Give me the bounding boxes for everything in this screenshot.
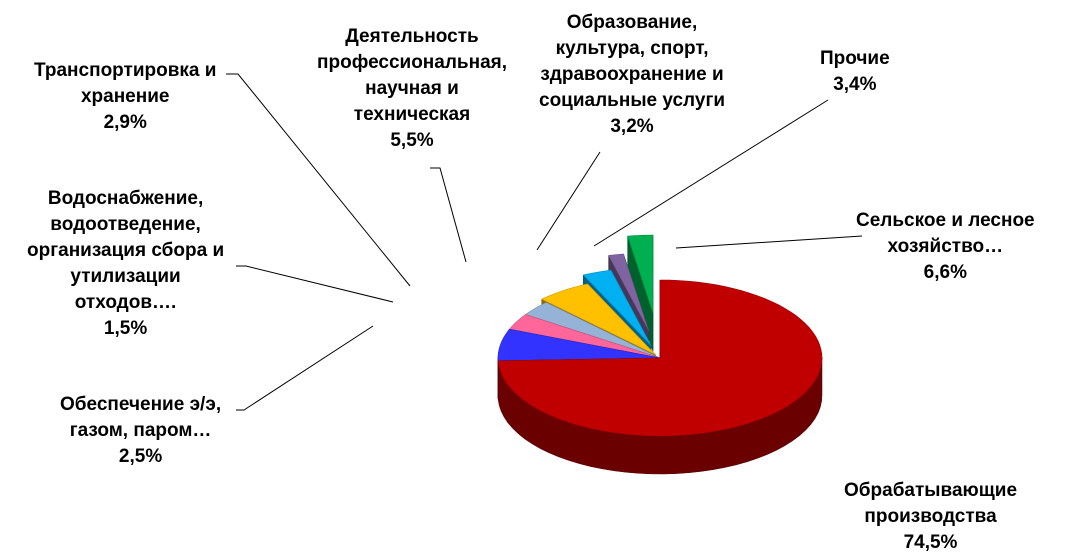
slice-name-line: научная и <box>365 78 459 99</box>
slice-top <box>497 279 823 437</box>
slice-value-label: 2,5% <box>118 446 163 467</box>
slice-name-line: здравоохранение и <box>540 64 724 85</box>
slice-name-line: Обеспечение э/э, <box>60 394 222 415</box>
slice-name-line: Обрабатывающие <box>844 480 1018 501</box>
slice-name-line: утилизации <box>70 266 181 287</box>
slice-label: Водоснабжение, водоотведение, организация … <box>27 186 224 342</box>
slice-top <box>508 314 661 359</box>
leader-line <box>236 325 374 411</box>
leader-line <box>675 235 863 249</box>
slice-name-line: водоотведение, <box>50 214 201 235</box>
slice-7 <box>627 234 654 352</box>
slice-name-line: Деятельность <box>345 26 479 47</box>
slice-name-line: хозяйство… <box>887 236 1004 257</box>
slice-label: Транспортировка и хранение 2,9% <box>34 58 216 136</box>
slice-value-label: 3,4% <box>833 74 877 95</box>
slice-name-line: отходов…. <box>74 292 177 313</box>
slice-value-label: 2,9% <box>103 112 147 133</box>
slice-name-line: техническая <box>353 104 471 125</box>
slice-top <box>541 283 656 355</box>
slice-top <box>627 234 654 314</box>
slice-label: Сельское и лесное хозяйство… 6,6% <box>856 208 1035 286</box>
leader-line <box>430 167 467 263</box>
slice-name-line: Образование, <box>566 12 698 33</box>
slice-name-line: Транспортировка и <box>34 60 217 81</box>
slice-top <box>608 253 650 332</box>
slice-value-label: 5,5% <box>390 130 434 151</box>
slice-label: Деятельность профессиональная, научная и те… <box>317 24 507 154</box>
slice-name-line: профессиональная, <box>317 52 507 73</box>
slice-0 <box>497 279 823 475</box>
slice-top <box>582 269 652 346</box>
leader-line <box>226 73 411 287</box>
leader-line <box>236 265 394 303</box>
slice-label: Обрабатывающие производства 74,5% <box>844 478 1017 556</box>
slice-label: Обеспечение э/э, газом, паром… 2,5% <box>60 392 221 470</box>
slice-name-line: газом, паром… <box>69 420 212 441</box>
slice-name-line: производства <box>864 506 997 527</box>
slice-top <box>524 302 661 359</box>
slice-name-line: хранение <box>80 86 170 107</box>
slice-value-label: 6,6% <box>923 262 967 283</box>
slice-name-line: Сельское и лесное <box>856 210 1035 231</box>
slice-value-label: 1,5% <box>103 318 148 339</box>
slice-value-label: 74,5% <box>903 532 958 553</box>
slice-name-line: культура, спорт, <box>555 38 709 59</box>
slice-name-line: Прочие <box>820 48 890 69</box>
slice-label: Образование, культура, спорт, здравоохране… <box>539 10 725 140</box>
slice-name-line: организация сбора и <box>27 240 225 261</box>
slice-label: Прочие 3,4% <box>820 46 890 98</box>
slice-name-line: Водоснабжение, <box>47 188 204 209</box>
slice-value-label: 3,2% <box>610 116 654 137</box>
slice-name-line: социальные услуги <box>539 90 726 111</box>
leader-line <box>536 151 601 251</box>
leader-line <box>593 99 829 247</box>
slice-top <box>497 328 661 362</box>
